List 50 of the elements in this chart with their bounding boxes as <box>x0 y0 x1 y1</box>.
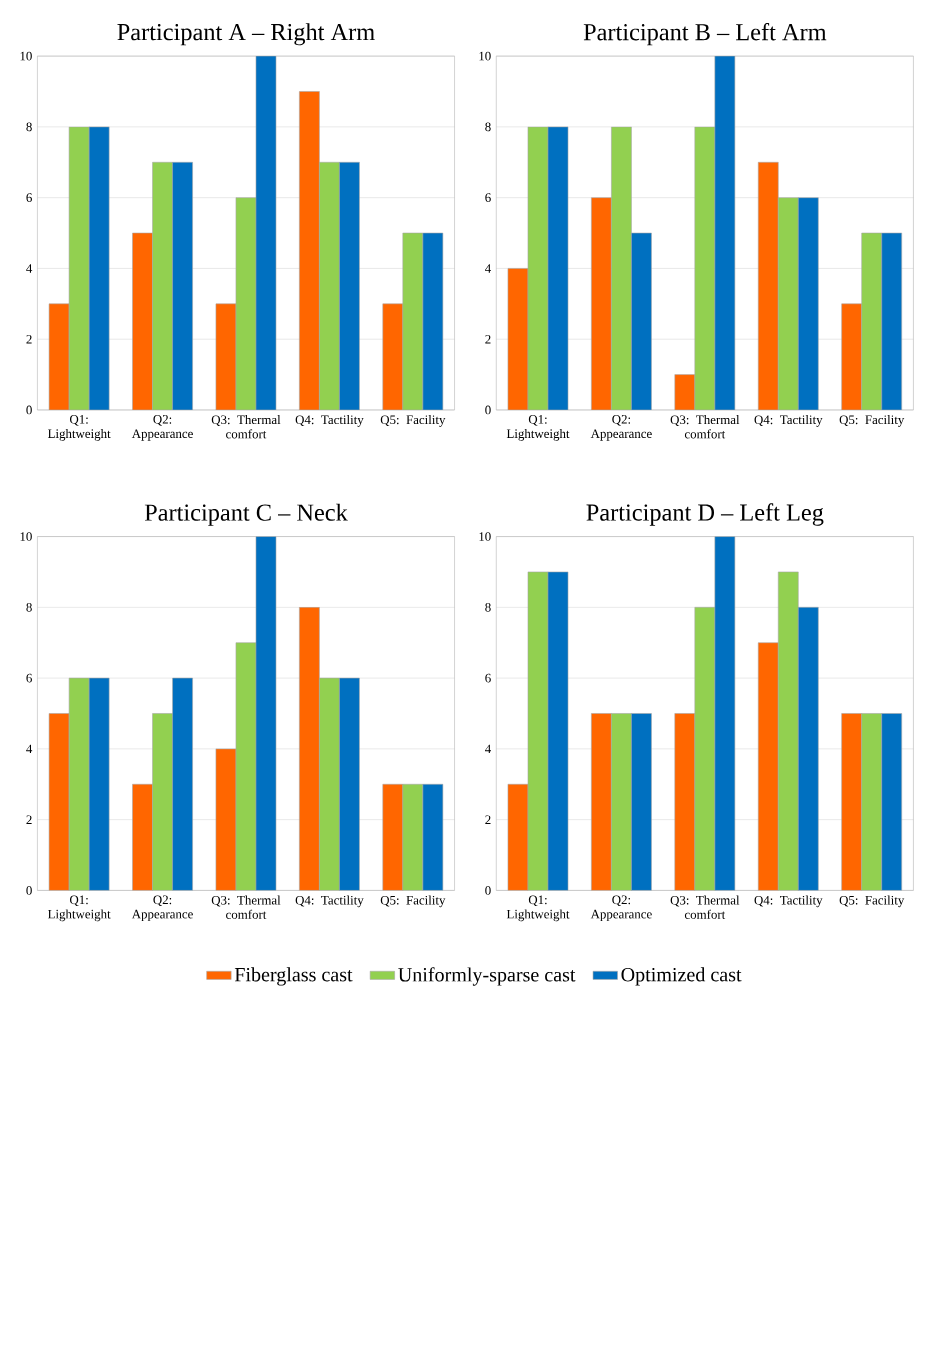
bar <box>172 161 193 410</box>
bar <box>132 232 153 410</box>
bar <box>172 677 193 891</box>
bar <box>861 232 882 410</box>
bar <box>777 197 799 410</box>
bar <box>255 536 276 891</box>
bar <box>674 374 696 410</box>
bar <box>861 713 882 891</box>
bar <box>841 303 862 410</box>
bar <box>631 713 652 891</box>
bar <box>694 126 716 410</box>
bar <box>674 713 696 891</box>
bar <box>298 91 320 410</box>
bar <box>757 161 779 410</box>
bar <box>422 232 444 410</box>
bar <box>797 197 819 410</box>
legend-label: Fiberglass cast <box>234 967 353 986</box>
bar <box>339 161 360 410</box>
bar <box>714 536 736 891</box>
bar <box>611 713 632 891</box>
bar <box>777 571 799 891</box>
bar <box>422 783 444 891</box>
bar <box>591 197 612 410</box>
bar <box>235 642 256 891</box>
chart-title: Participant B – Left Arm <box>583 22 827 46</box>
bar <box>402 232 424 410</box>
bar <box>298 607 320 891</box>
bar <box>152 713 173 891</box>
chart-title: Participant D – Left Leg <box>586 503 824 526</box>
bar <box>881 232 902 410</box>
chart-title: Participant C – Neck <box>144 503 348 526</box>
bar <box>841 713 862 891</box>
bar <box>591 713 612 891</box>
legend-label: Uniformly-sparse cast <box>398 967 576 986</box>
bar <box>402 783 424 891</box>
bar <box>797 607 819 891</box>
bar <box>382 783 404 891</box>
chart-title: Participant A – Right Arm <box>117 23 375 46</box>
bar <box>611 126 632 410</box>
bar <box>694 607 716 891</box>
bar <box>339 677 360 891</box>
bar <box>319 677 340 891</box>
bar <box>152 161 173 410</box>
bar <box>757 642 779 891</box>
bar <box>319 161 340 410</box>
bar <box>881 713 902 891</box>
bar <box>382 303 404 410</box>
legend-label: Optimized cast <box>621 967 742 986</box>
bar <box>132 783 153 891</box>
bar <box>631 233 652 410</box>
